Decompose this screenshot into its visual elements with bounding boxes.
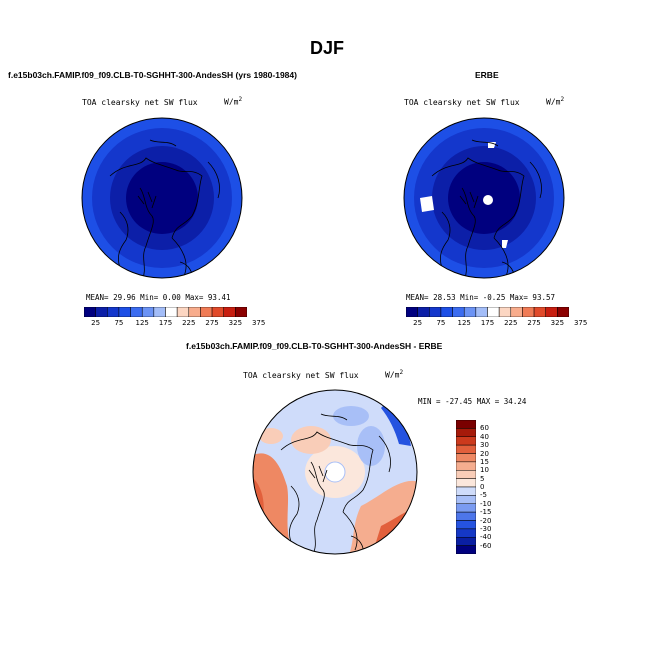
colorbar-tick-label: 30 bbox=[480, 441, 489, 450]
colorbar-tick-label: -30 bbox=[480, 524, 492, 533]
obs-units-label: W/m2 bbox=[546, 96, 565, 107]
colorbar-swatch bbox=[456, 420, 476, 429]
model-units-label: W/m2 bbox=[224, 96, 243, 107]
colorbar-tick-label: 275 bbox=[205, 319, 219, 327]
colorbar-swatch bbox=[456, 428, 476, 437]
colorbar-tick-label: 375 bbox=[251, 319, 266, 327]
model-variable-label: TOA clearsky net SW flux bbox=[82, 98, 198, 107]
colorbar-swatch bbox=[557, 307, 569, 317]
obs-panel-heading: ERBE bbox=[475, 70, 499, 80]
colorbar-swatch bbox=[440, 307, 453, 317]
colorbar-tick-label: 275 bbox=[527, 319, 541, 327]
colorbar-swatch bbox=[456, 486, 476, 496]
colorbar-swatch bbox=[463, 307, 477, 317]
colorbar-tick-label: 375 bbox=[573, 319, 588, 327]
colorbar-swatch bbox=[188, 307, 201, 317]
colorbar-tick-label: 15 bbox=[480, 457, 489, 466]
colorbar-tick-label: 75 bbox=[436, 319, 446, 327]
colorbar-tick-label: 125 bbox=[457, 319, 471, 327]
colorbar-swatch bbox=[456, 444, 476, 454]
figure-title: DJF bbox=[309, 38, 344, 58]
colorbar-swatch bbox=[406, 307, 418, 317]
colorbar-swatch bbox=[211, 307, 224, 317]
colorbar-swatch bbox=[417, 307, 430, 317]
diff-colorbar bbox=[456, 420, 476, 554]
colorbar-swatch bbox=[452, 307, 465, 317]
colorbar-swatch bbox=[456, 470, 476, 479]
colorbar-swatch bbox=[510, 307, 523, 317]
colorbar-tick-label: 225 bbox=[182, 319, 196, 327]
diff-variable-label: TOA clearsky net SW flux bbox=[243, 371, 359, 380]
colorbar-swatch bbox=[456, 537, 476, 546]
colorbar-tick-label: 175 bbox=[158, 319, 173, 327]
colorbar-swatch bbox=[107, 307, 120, 317]
colorbar-tick-label: 25 bbox=[413, 319, 423, 327]
colorbar-swatch bbox=[487, 307, 500, 317]
colorbar-tick-label: 325 bbox=[550, 319, 565, 327]
colorbar-swatch bbox=[456, 436, 476, 446]
colorbar-swatch bbox=[141, 307, 155, 317]
colorbar-swatch bbox=[475, 307, 488, 317]
diff-colorbar-labels: 60 40 30 20 15 10 5 0 -5 -10 -15 -20 -30 -40 -60 bbox=[480, 420, 510, 554]
colorbar-tick-label: -60 bbox=[480, 541, 492, 550]
colorbar-swatch bbox=[84, 307, 96, 317]
colorbar-swatch bbox=[456, 495, 476, 504]
model-colorbar bbox=[84, 307, 247, 317]
colorbar-swatch bbox=[176, 307, 190, 317]
colorbar-swatch bbox=[165, 307, 178, 317]
colorbar-tick-label: 40 bbox=[480, 432, 489, 441]
model-stats: MEAN= 29.96 Min= 0.00 Max= 93.41 bbox=[86, 293, 231, 302]
obs-colorbar bbox=[406, 307, 569, 317]
colorbar-swatch bbox=[522, 307, 535, 317]
colorbar-swatch bbox=[223, 307, 236, 317]
colorbar-tick-label: -15 bbox=[480, 508, 492, 517]
colorbar-swatch bbox=[456, 520, 476, 530]
model-panel-heading: f.e15b03ch.FAMIP.f09_f09.CLB-T0-SGHHT-30… bbox=[8, 70, 297, 80]
colorbar-swatch bbox=[456, 511, 476, 521]
diff-stats: MIN = -27.45 MAX = 34.24 bbox=[418, 397, 527, 406]
model-polar-map bbox=[81, 117, 243, 279]
colorbar-tick-label: -40 bbox=[480, 533, 492, 542]
colorbar-swatch bbox=[456, 453, 476, 463]
diff-units-label: W/m2 bbox=[385, 369, 404, 380]
colorbar-swatch bbox=[456, 503, 476, 513]
colorbar-tick-label: 75 bbox=[114, 319, 124, 327]
colorbar-tick-label: -5 bbox=[480, 491, 487, 500]
diff-panel-heading: f.e15b03ch.FAMIP.f09_f09.CLB-T0-SGHHT-30… bbox=[186, 341, 443, 351]
obs-stats: MEAN= 28.53 Min= -0.25 Max= 93.57 bbox=[406, 293, 556, 302]
obs-colorbar-labels: 25 75 125 175 225 275 325 375 bbox=[406, 319, 587, 329]
colorbar-tick-label: 125 bbox=[135, 319, 149, 327]
colorbar-tick-label: -10 bbox=[480, 499, 492, 508]
colorbar-tick-label: 10 bbox=[480, 466, 489, 475]
colorbar-tick-label: 25 bbox=[91, 319, 101, 327]
diff-polar-map bbox=[252, 389, 418, 555]
colorbar-swatch bbox=[130, 307, 143, 317]
colorbar-swatch bbox=[95, 307, 108, 317]
colorbar-tick-label: 5 bbox=[480, 474, 485, 483]
colorbar-tick-label: 325 bbox=[228, 319, 243, 327]
colorbar-swatch bbox=[200, 307, 213, 317]
colorbar-swatch bbox=[545, 307, 558, 317]
colorbar-swatch bbox=[429, 307, 442, 317]
colorbar-tick-label: 225 bbox=[504, 319, 518, 327]
colorbar-tick-label: 20 bbox=[480, 449, 489, 458]
colorbar-swatch bbox=[533, 307, 546, 317]
obs-polar-map bbox=[403, 117, 565, 279]
colorbar-tick-label: 0 bbox=[480, 483, 485, 491]
colorbar-swatch bbox=[456, 528, 476, 538]
colorbar-swatch bbox=[153, 307, 166, 317]
model-colorbar-labels: 25 75 125 175 225 275 325 375 bbox=[84, 319, 265, 329]
colorbar-swatch bbox=[235, 307, 247, 317]
colorbar-swatch bbox=[498, 307, 512, 317]
colorbar-tick-label: 60 bbox=[480, 424, 489, 433]
colorbar-swatch bbox=[456, 461, 476, 471]
colorbar-tick-label: 175 bbox=[480, 319, 495, 327]
colorbar-swatch bbox=[118, 307, 131, 317]
colorbar-swatch bbox=[456, 478, 476, 488]
colorbar-tick-label: -20 bbox=[480, 516, 492, 525]
colorbar-swatch bbox=[456, 545, 476, 554]
obs-variable-label: TOA clearsky net SW flux bbox=[404, 98, 520, 107]
